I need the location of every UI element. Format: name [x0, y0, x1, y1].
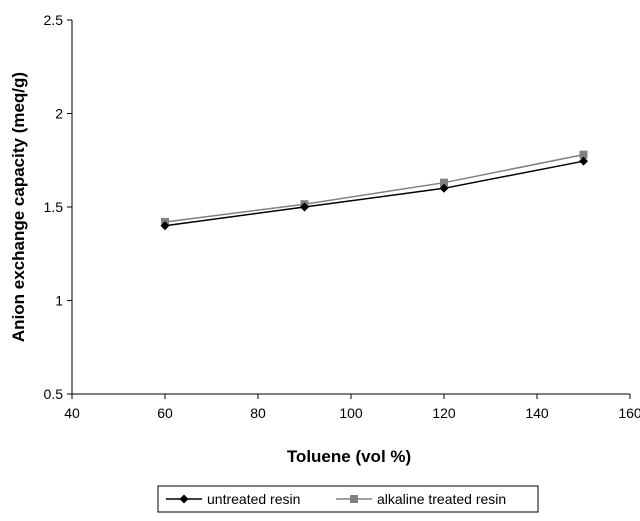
legend-item: alkaline treated resin: [336, 491, 506, 507]
y-tick-label: 1: [55, 293, 63, 309]
data-point: [579, 156, 588, 166]
data-point: [160, 221, 170, 231]
y-tick-label: 1.5: [44, 199, 64, 215]
y-axis-title: Anion exchange capacity (meq/g): [9, 72, 28, 342]
y-tick-label: 2: [55, 106, 63, 122]
y-ticks: 0.5 1 1.5 2 2.5: [44, 12, 72, 402]
legend-marker: [350, 495, 358, 503]
y-tick-label: 0.5: [44, 386, 64, 402]
series-layer: [160, 150, 588, 231]
legend: untreated resin alkaline treated resin: [157, 485, 539, 513]
x-tick-label: 40: [64, 405, 80, 421]
x-tick-label: 160: [618, 405, 640, 421]
y-tick-label: 2.5: [44, 12, 64, 28]
series-line: [164, 160, 584, 227]
x-ticks: 40 60 80 100 120 140 160: [64, 394, 640, 421]
series-line: [164, 153, 584, 223]
x-tick-label: 60: [157, 405, 173, 421]
x-tick-label: 120: [432, 405, 456, 421]
plot-area: [71, 20, 630, 395]
x-tick-label: 80: [250, 405, 266, 421]
x-tick-label: 140: [525, 405, 549, 421]
legend-label: alkaline treated resin: [377, 491, 506, 507]
data-point: [440, 178, 448, 187]
data-point: [579, 150, 588, 159]
legend-item: untreated resin: [166, 491, 300, 507]
legend-marker: [179, 494, 189, 504]
series-untreated-resin: [160, 156, 588, 231]
x-axis-title: Toluene (vol %): [287, 447, 411, 466]
legend-label: untreated resin: [207, 491, 300, 507]
series-alkaline-treated-resin: [161, 150, 588, 226]
legend-items: untreated resin alkaline treated resin: [166, 491, 506, 507]
data-point: [439, 183, 449, 193]
x-tick-label: 100: [339, 405, 363, 421]
data-point: [300, 202, 309, 212]
